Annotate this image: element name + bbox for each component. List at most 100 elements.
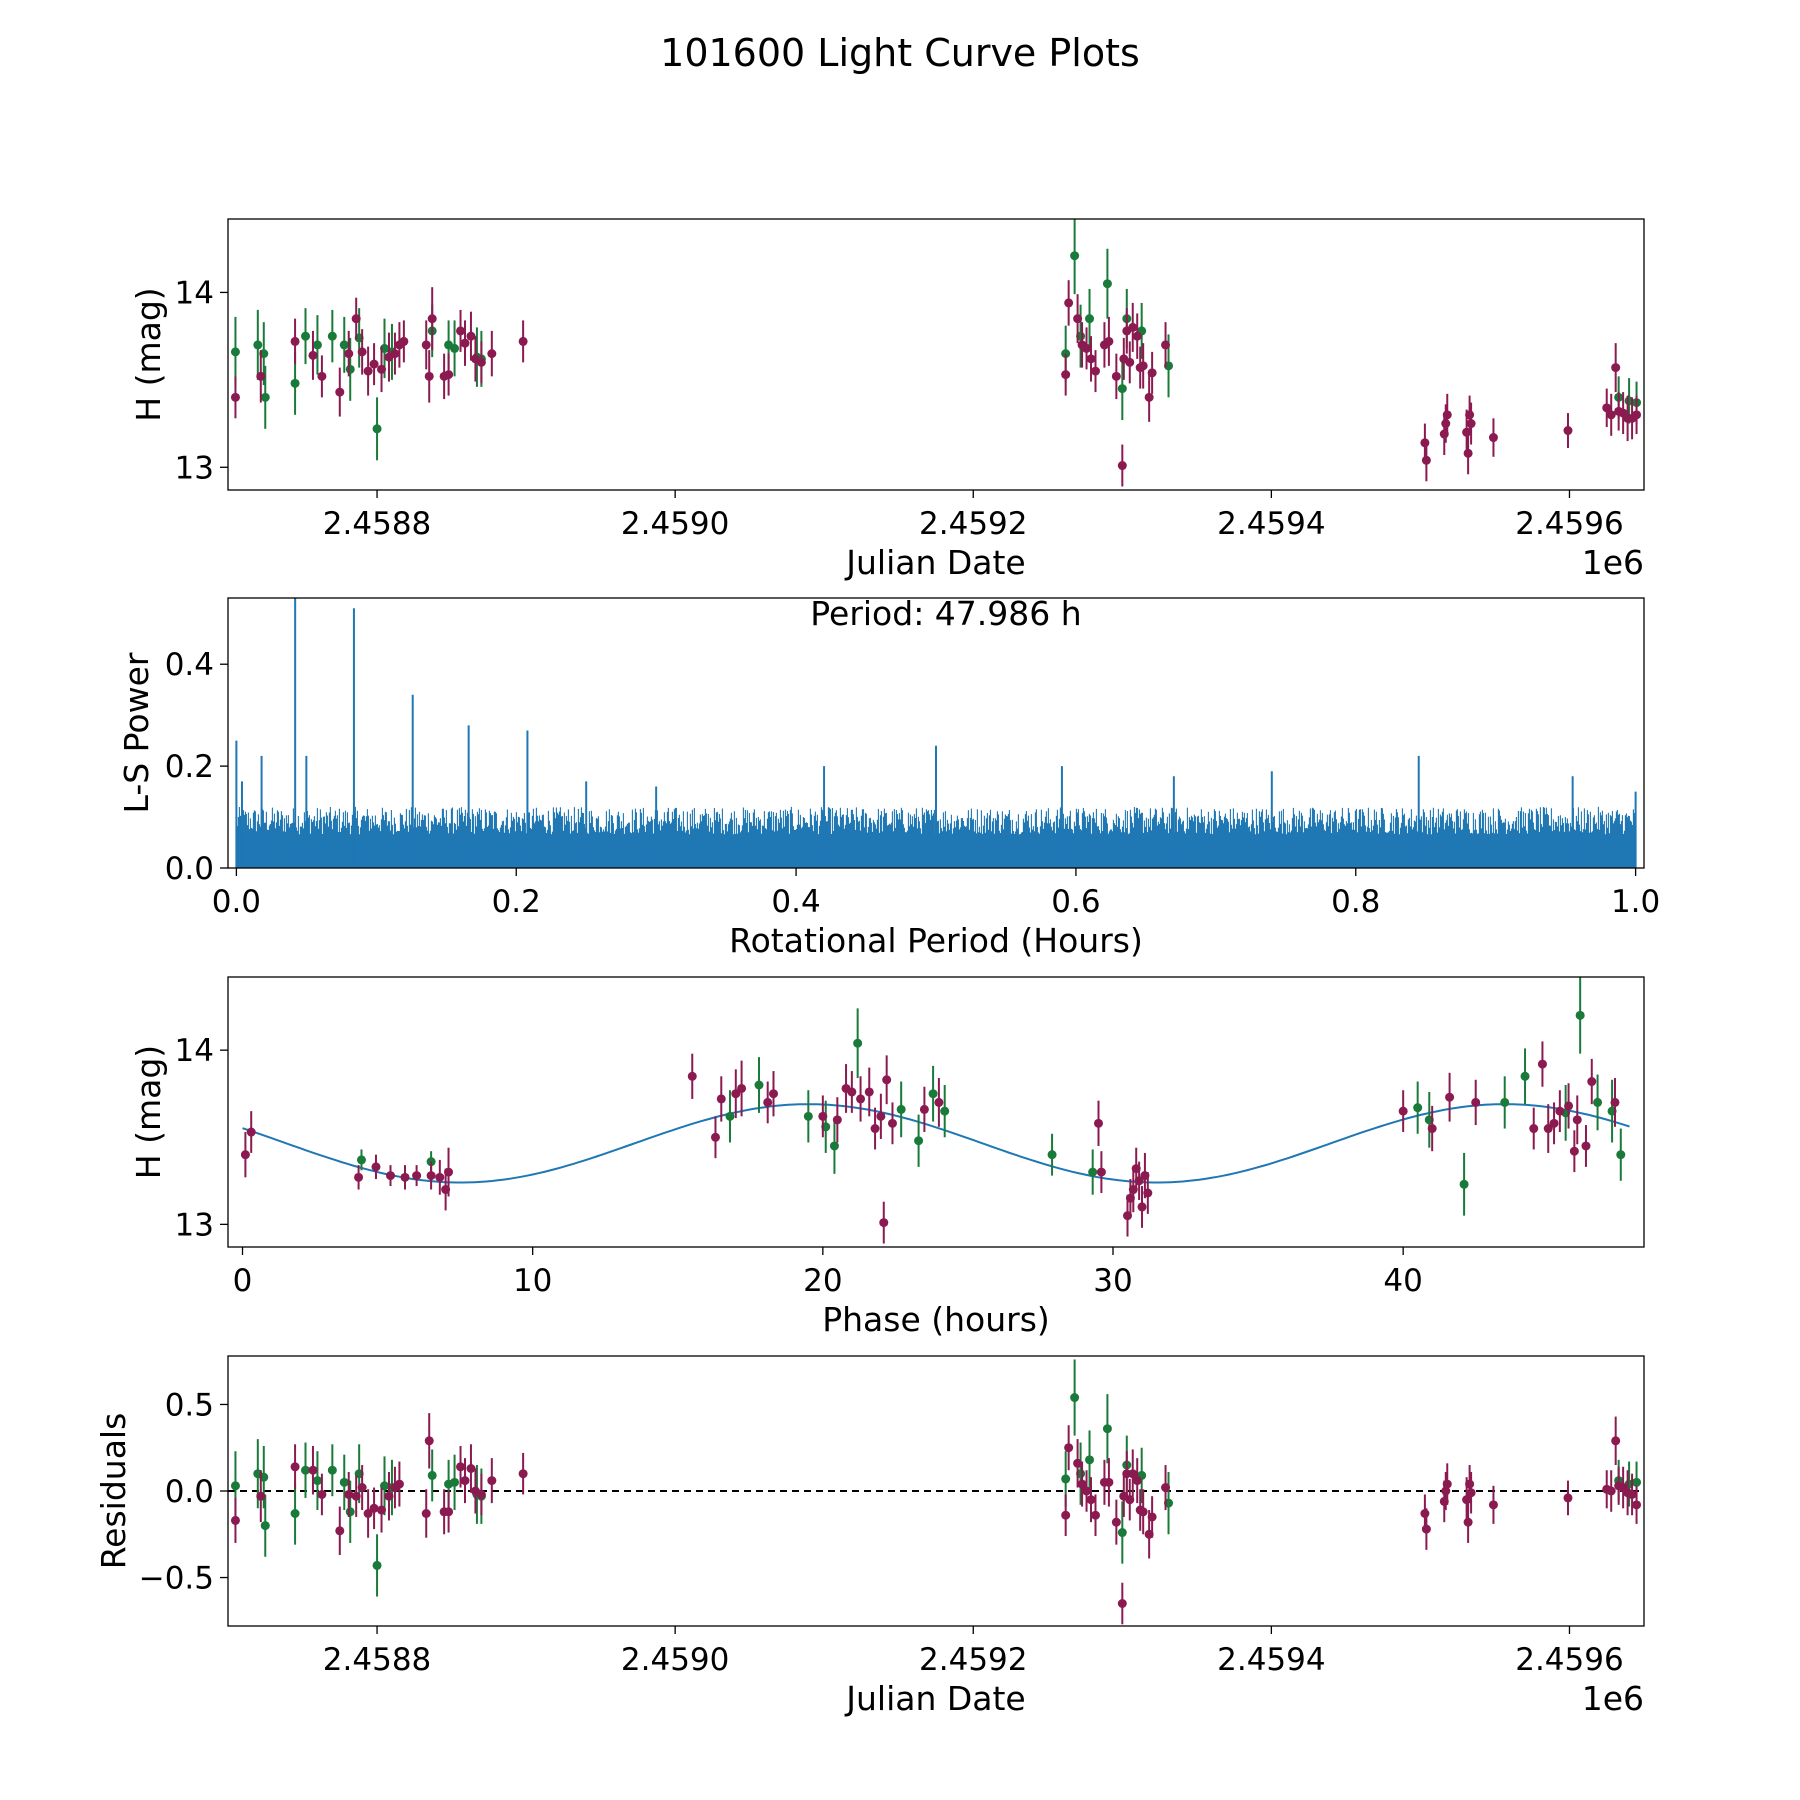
x-tick-label: 40 [1383,1263,1422,1299]
data-point-r [1104,336,1114,346]
x-axis-label: Rotational Period (Hours) [729,921,1143,960]
data-point-r [731,1089,741,1099]
x-axis-label: Phase (hours) [822,1300,1050,1339]
data-point-g [312,1476,322,1486]
figure-title: 101600 Light Curve Plots [660,31,1140,75]
data-point-g [1117,1528,1127,1538]
data-point-r [456,1462,466,1472]
y-axis-label: H (mag) [129,287,168,421]
data-point-r [476,357,486,367]
data-point-g [803,1111,813,1121]
data-point-r [1420,438,1430,448]
data-points [240,977,1626,1244]
data-point-r [363,1509,373,1518]
data-point-r [290,1462,300,1472]
y-tick-label: 0.0 [165,851,214,887]
data-point-r [317,1489,327,1499]
data-point-r [1398,1106,1408,1116]
data-point-g [1413,1103,1423,1113]
data-point-g [356,1155,366,1165]
data-point-g [1520,1071,1530,1081]
data-point-g [1117,384,1127,394]
data-point-r [369,1503,379,1513]
data-point-g [345,1507,355,1517]
fit-curve [242,1103,1630,1184]
data-point-r [1111,1517,1121,1527]
data-point-r [427,314,437,324]
y-tick-label: 0.5 [165,1387,214,1423]
x-tick-label: 0 [233,1263,253,1299]
data-point-r [887,1118,897,1128]
data-point-r [1466,419,1476,429]
data-point-r [384,1491,394,1501]
data-point-r [1093,1118,1103,1128]
data-point-r [1632,410,1642,420]
data-point-r [879,1218,889,1228]
x-tick-label: 2.4594 [1217,1642,1325,1678]
data-point-g [940,1106,950,1116]
x-tick-label: 0.8 [1331,884,1380,920]
data-point-r [1606,410,1616,420]
data-point-r [1147,1512,1157,1522]
x-tick-label: 2.4590 [621,1642,729,1678]
data-point-r [426,1171,436,1181]
y-tick-label: 13 [175,1207,214,1243]
data-point-r [460,1476,470,1486]
data-point-r [687,1071,697,1081]
data-point-r [716,1094,726,1104]
axes-frame [227,218,1645,491]
data-point-g [327,331,337,341]
data-point-r [1144,392,1154,402]
data-point-g [1102,1424,1112,1434]
data-point-r [847,1087,857,1097]
data-point-r [1441,419,1451,429]
data-point-r [1555,1106,1565,1116]
data-point-g [1088,1167,1098,1177]
data-point-g [339,340,349,350]
x-tick-label: 2.4592 [919,506,1027,542]
data-point-r [1134,1176,1144,1186]
x-tick-label: 2.4588 [323,1642,431,1678]
data-point-r [344,349,354,359]
data-point-r [1086,1495,1096,1505]
data-point-r [424,371,434,381]
data-point-r [1104,1477,1114,1487]
data-point-r [1488,433,1498,443]
data-point-r [1563,1493,1573,1503]
data-point-r [256,1491,266,1501]
data-point-g [450,1477,460,1487]
data-point-r [710,1132,720,1142]
data-point-g [1102,279,1112,289]
data-point-g [230,1481,240,1491]
data-point-r [1090,366,1100,376]
x-tick-label: 0.6 [1051,884,1100,920]
data-point-r [354,1172,364,1182]
data-point-g [754,1080,764,1090]
x-tick-label: 2.4596 [1515,506,1623,542]
data-point-r [1581,1141,1591,1151]
data-point-g [1070,251,1080,261]
x-tick-label: 0.4 [771,884,820,920]
data-point-r [1061,370,1071,380]
data-point-r [1610,1097,1620,1107]
data-point-g [1085,1455,1095,1465]
data-point-g [450,343,460,353]
data-point-r [1090,1510,1100,1520]
data-point-r [240,1150,250,1160]
data-point-g [339,1477,349,1487]
data-point-r [399,336,409,346]
data-point-r [308,1465,318,1475]
data-point-r [487,1476,497,1486]
data-point-g [1047,1150,1057,1160]
panel-phased-light-curve: 0 10 20 30 40 13 14 Phase (hours) H (mag) [129,976,1645,1339]
data-point-r [876,1111,886,1121]
data-point-r [377,1505,387,1515]
data-point-r [308,350,318,360]
data-point-r [518,1469,528,1479]
data-point-r [1117,461,1127,471]
data-point-r [424,1436,434,1446]
x-axis-label: Julian Date [844,543,1026,582]
data-point-r [1128,322,1138,332]
data-point-r [256,371,266,381]
panels: 2.4588 2.4590 2.4592 2.4594 2.4596 13 14 Julian… [94,218,1660,1718]
